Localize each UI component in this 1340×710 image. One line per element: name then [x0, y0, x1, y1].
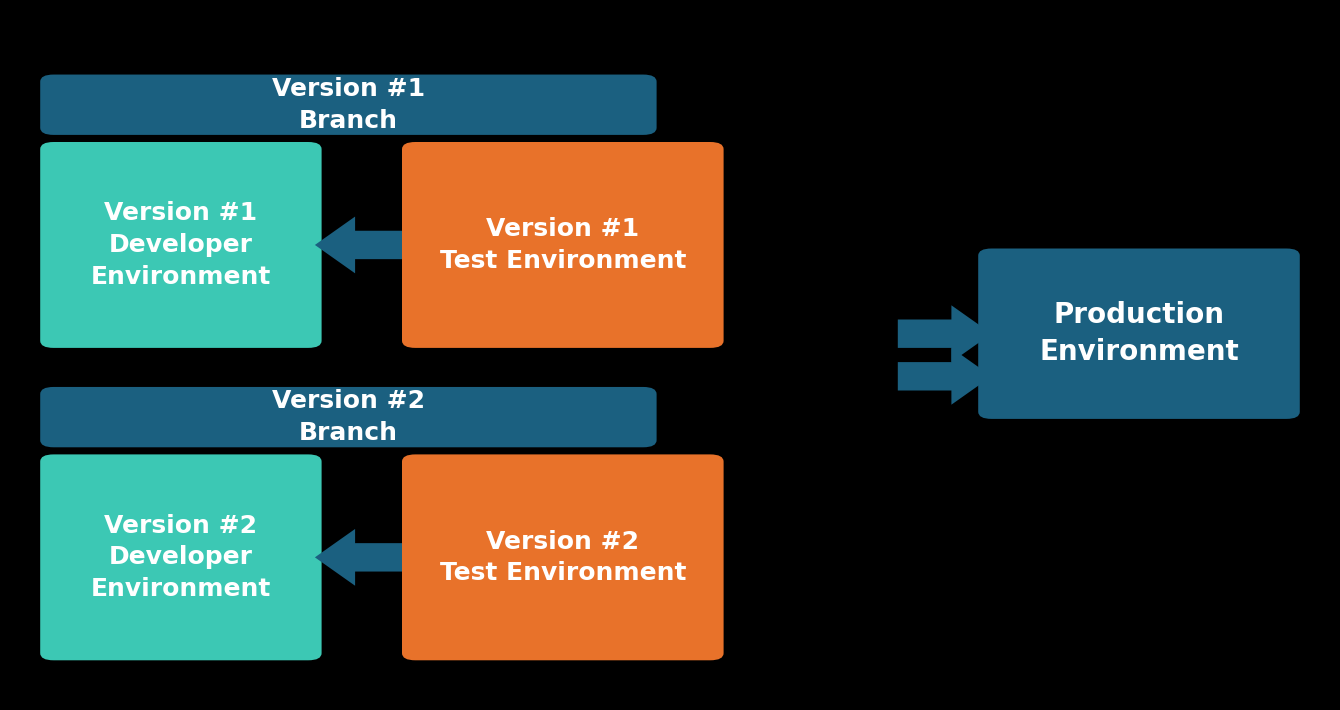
FancyBboxPatch shape: [978, 248, 1300, 419]
Polygon shape: [315, 529, 402, 586]
FancyBboxPatch shape: [402, 454, 724, 660]
Polygon shape: [898, 348, 992, 405]
FancyBboxPatch shape: [40, 454, 322, 660]
Text: Version #2
Branch: Version #2 Branch: [272, 389, 425, 445]
FancyBboxPatch shape: [402, 142, 724, 348]
Text: Version #1
Test Environment: Version #1 Test Environment: [440, 217, 686, 273]
Polygon shape: [898, 305, 992, 362]
Text: Version #2
Test Environment: Version #2 Test Environment: [440, 530, 686, 585]
FancyBboxPatch shape: [40, 75, 657, 135]
Text: Version #2
Developer
Environment: Version #2 Developer Environment: [91, 514, 271, 601]
FancyBboxPatch shape: [40, 142, 322, 348]
FancyBboxPatch shape: [40, 387, 657, 447]
Polygon shape: [315, 217, 402, 273]
Text: Version #1
Branch: Version #1 Branch: [272, 77, 425, 133]
Text: Version #1
Developer
Environment: Version #1 Developer Environment: [91, 202, 271, 288]
Text: Production
Environment: Production Environment: [1038, 301, 1240, 366]
